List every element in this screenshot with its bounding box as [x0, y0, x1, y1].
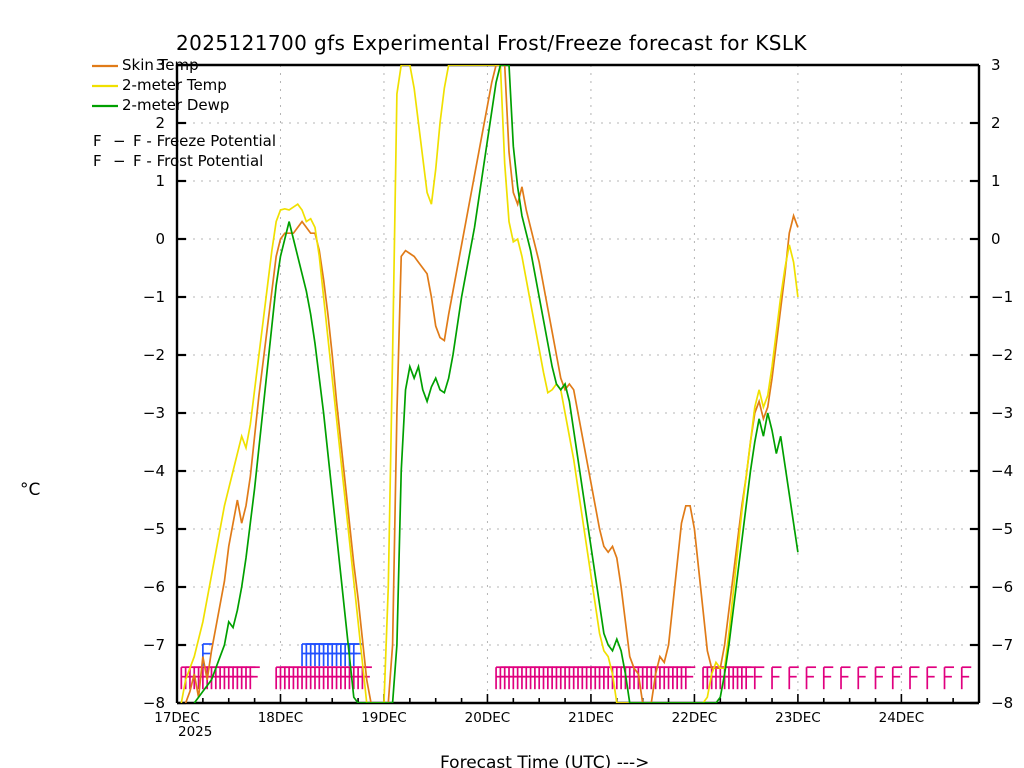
legend-label: F - Frost Potential	[133, 152, 263, 170]
legend-f-glyph: F	[93, 152, 102, 170]
x-tick-label: 22DEC	[672, 710, 718, 726]
legend-f-glyph: F	[93, 132, 102, 150]
y-tick-label-left: −2	[143, 346, 165, 364]
series-line-skin-temp	[184, 65, 799, 703]
y-tick-label-right: 1	[991, 172, 1001, 190]
y-tick-label-right: −2	[991, 346, 1013, 364]
freeze-potential-f-marker	[857, 666, 868, 690]
y-tick-label-left: 1	[155, 172, 165, 190]
x-axis-label: Forecast Time (UTC) --->	[440, 753, 649, 768]
data-series	[180, 65, 799, 703]
y-tick-label-left: 2	[155, 114, 165, 132]
chart-title: 2025121700 gfs Experimental Frost/Freeze…	[176, 31, 807, 55]
y-tick-label-left: −4	[143, 462, 165, 480]
x-tick-label: 19DEC	[361, 710, 407, 726]
freeze-potential-f-marker	[684, 666, 696, 690]
y-tick-label-left: −6	[143, 578, 165, 596]
y-axis-ticks: 3 3 2 2 1 1 0 0 −1 −1 −2 −2 −3 −3 −4 −4 −5 −5 −6 −6 −7 −7 −8 −8	[143, 56, 1013, 712]
frost-potential-markers	[202, 643, 364, 666]
freeze-potential-f-marker	[943, 666, 955, 690]
legend-dash: −	[113, 132, 126, 150]
legend-label: F - Freeze Potential	[133, 132, 276, 150]
x-tick-label: 18DEC	[258, 710, 304, 726]
legend-item: 2-meter Dewp	[92, 96, 229, 114]
y-tick-label-right: 3	[991, 56, 1001, 74]
chart-legend: Skin Temp 2-meter Temp 2-meter Dewp F − F - F…	[92, 56, 276, 170]
x-tick-label: 17DEC	[154, 710, 200, 726]
y-tick-label-right: −6	[991, 578, 1013, 596]
axis-frame	[175, 63, 981, 705]
y-tick-label-left: −5	[143, 520, 165, 538]
legend-label: 2-meter Temp	[122, 76, 227, 94]
y-tick-label-left: −1	[143, 288, 165, 306]
freeze-potential-f-marker	[874, 666, 886, 690]
y-tick-label-right: −7	[991, 636, 1013, 654]
freeze-potential-f-marker	[249, 666, 260, 690]
y-tick-label-right: −3	[991, 404, 1013, 422]
y-tick-label-right: 0	[991, 230, 1001, 248]
freeze-potential-f-marker	[891, 666, 903, 690]
legend-label: Skin Temp	[122, 56, 199, 74]
series-line-2-meter-dewp	[193, 65, 799, 703]
x-tick-label: 20DEC	[465, 710, 511, 726]
grid-lines	[177, 65, 979, 703]
y-tick-label-left: −7	[143, 636, 165, 654]
frost-potential-f-marker	[352, 643, 364, 666]
x-tick-label: 24DEC	[879, 710, 925, 726]
freeze-potential-f-marker	[788, 666, 799, 690]
freeze-potential-f-marker	[822, 666, 834, 690]
y-tick-label-left: −8	[143, 694, 165, 712]
y-tick-label-right: −8	[991, 694, 1013, 712]
freeze-potential-markers	[180, 666, 972, 690]
freeze-potential-f-marker	[909, 666, 920, 690]
freeze-potential-f-marker	[926, 666, 937, 690]
series-line-2-meter-temp	[180, 65, 799, 703]
x-axis-year: 2025	[178, 724, 212, 740]
y-tick-label-left: −3	[143, 404, 165, 422]
y-axis-label: °C	[20, 480, 40, 500]
legend-item: F − F - Freeze Potential	[93, 132, 276, 150]
freeze-potential-f-marker	[753, 666, 765, 690]
y-tick-label-right: −5	[991, 520, 1013, 538]
x-axis-ticks: 17DEC 18DEC 19DEC 20DEC 21DEC 22DEC 23DEC 24DEC	[154, 694, 980, 726]
freeze-potential-f-marker	[805, 666, 817, 690]
legend-item: Skin Temp	[92, 56, 199, 74]
legend-item: F − F - Frost Potential	[93, 152, 263, 170]
freeze-potential-f-marker	[771, 666, 782, 690]
legend-dash: −	[113, 152, 126, 170]
y-tick-label-right: −1	[991, 288, 1013, 306]
y-tick-label-left: 3	[155, 56, 165, 74]
y-tick-label-left: 0	[155, 230, 165, 248]
freeze-potential-f-marker	[840, 666, 851, 690]
y-tick-label-right: −4	[991, 462, 1013, 480]
freeze-potential-f-marker	[960, 666, 972, 690]
x-tick-label: 21DEC	[568, 710, 614, 726]
x-tick-label: 23DEC	[775, 710, 821, 726]
legend-item: 2-meter Temp	[92, 76, 227, 94]
legend-label: 2-meter Dewp	[122, 96, 229, 114]
y-tick-label-right: 2	[991, 114, 1001, 132]
